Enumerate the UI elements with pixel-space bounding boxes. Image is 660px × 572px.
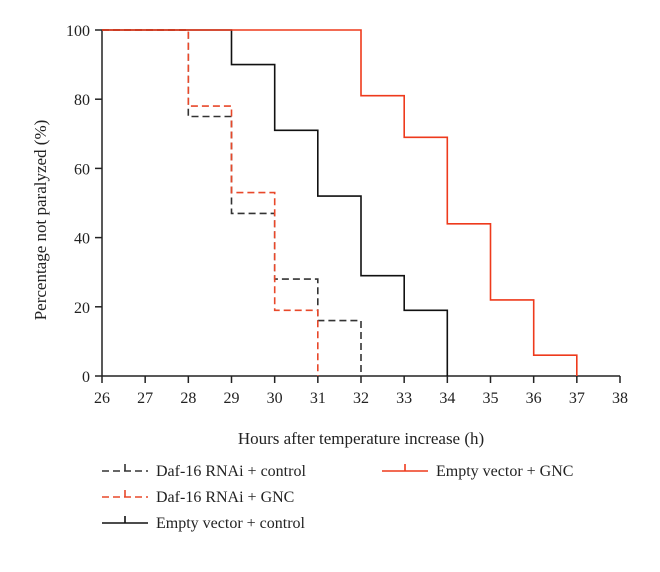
y-tick-label: 60 <box>74 161 90 178</box>
legend-item: Empty vector + control <box>102 515 306 532</box>
x-tick-label: 26 <box>94 390 110 407</box>
legend-label: Daf-16 RNAi + GNC <box>156 489 294 506</box>
x-tick-label: 31 <box>310 390 326 407</box>
series-line-3 <box>102 29 449 376</box>
legend: Daf-16 RNAi + control Daf-16 RNAi + GNC Em… <box>102 463 573 532</box>
legend-item: Daf-16 RNAi + GNC <box>102 489 294 506</box>
y-tick-label: 80 <box>74 92 90 109</box>
y-axis-label: Percentage not paralyzed (%) <box>31 120 50 321</box>
x-tick-label: 30 <box>267 390 283 407</box>
y-tick-label: 0 <box>82 369 90 386</box>
series-line-4 <box>102 29 578 376</box>
legend-item: Empty vector + GNC <box>382 463 573 480</box>
y-tick-label: 100 <box>66 23 90 40</box>
legend-label: Empty vector + GNC <box>436 463 573 480</box>
series-layer <box>102 29 578 376</box>
x-tick-label: 27 <box>137 390 153 407</box>
x-tick-label: 28 <box>180 390 196 407</box>
x-axis-label: Hours after temperature increase (h) <box>238 429 484 448</box>
series-line-2 <box>102 29 319 376</box>
y-tick-label: 40 <box>74 231 90 248</box>
legend-item: Daf-16 RNAi + control <box>102 463 306 480</box>
x-tick-label: 38 <box>612 390 628 407</box>
x-tick-label: 34 <box>439 390 455 407</box>
x-tick-label: 37 <box>569 390 585 407</box>
series-line-1 <box>102 29 362 376</box>
x-tick-label: 36 <box>526 390 542 407</box>
x-tick-label: 35 <box>483 390 499 407</box>
legend-label: Daf-16 RNAi + control <box>156 463 306 480</box>
x-tick-label: 33 <box>396 390 412 407</box>
y-tick-label: 20 <box>74 300 90 317</box>
x-tick-label: 32 <box>353 390 369 407</box>
axes: 0 20 40 60 80 100 26 27 28 29 30 31 32 33 34 35 36 37 38 <box>66 23 628 407</box>
legend-label: Empty vector + control <box>156 515 306 532</box>
x-tick-label: 29 <box>224 390 240 407</box>
